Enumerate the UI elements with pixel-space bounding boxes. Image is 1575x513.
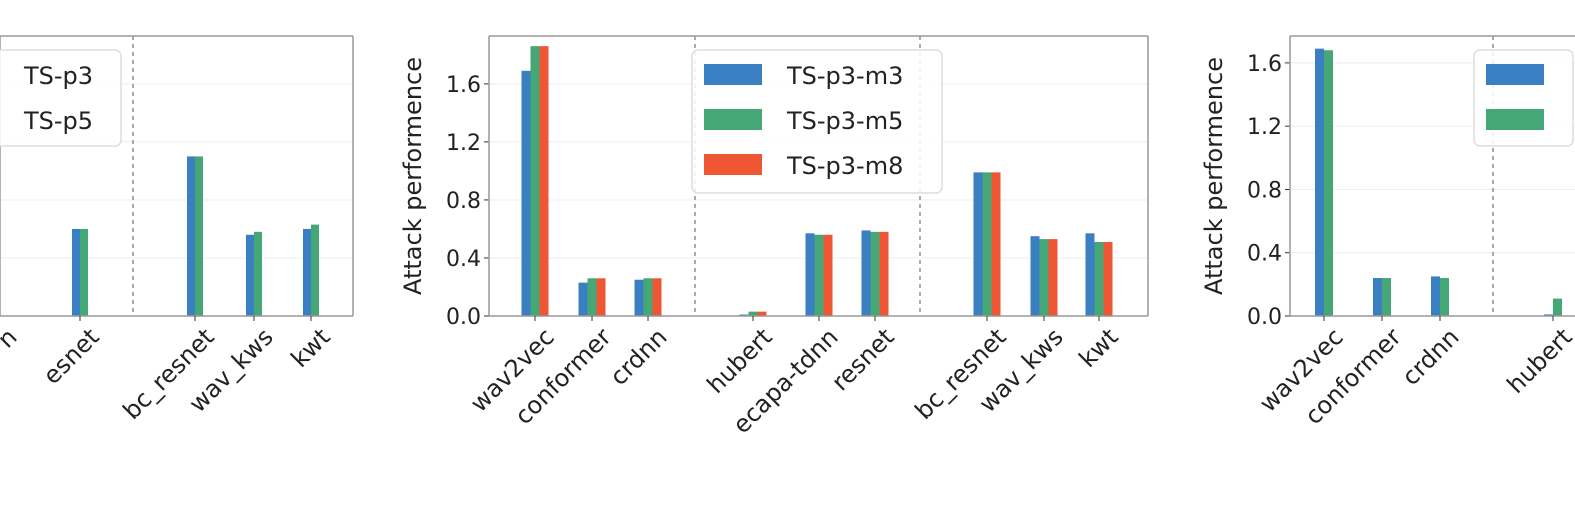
y-tick-label: 0.4 [1247, 242, 1282, 267]
y-tick-label: 1.2 [446, 131, 481, 156]
bar-wav_kws-s1 [1039, 239, 1049, 316]
y-tick-label: 0.4 [446, 247, 481, 272]
bar-crdnn-s0 [634, 279, 644, 316]
bar-ecapa-tdnn-s2 [823, 234, 833, 316]
bar-ecapa-tdnn-s1 [814, 234, 824, 316]
legend-label-0: TS-p3-m3 [786, 62, 903, 90]
y-tick-label: 1.6 [446, 73, 481, 98]
bar-wav2vec-s1 [1324, 50, 1333, 316]
bar-wav_kws-s0 [246, 234, 254, 316]
bar-wav_kws-s0 [1030, 236, 1040, 316]
bar-kwt-s1 [311, 224, 319, 316]
legend-swatch-1 [704, 109, 762, 130]
y-tick-label: 0.0 [1247, 305, 1282, 330]
bar-hubert-s1 [1553, 298, 1562, 316]
bar-resnet-s0 [861, 230, 871, 316]
bar-resnet-s1 [870, 231, 880, 316]
bar-resnet-s2 [879, 231, 889, 316]
bar-wav2vec-s0 [521, 70, 531, 316]
legend-label-0: TS-p3 [23, 62, 93, 90]
y-axis-label: Attack performence [399, 57, 427, 295]
bar-bc_resnet-s1 [195, 156, 203, 316]
y-tick-label: 0.8 [446, 189, 481, 214]
bar-conformer-s1 [587, 278, 597, 316]
legend-swatch-0 [704, 64, 762, 85]
bar-hubert-s2 [757, 311, 767, 316]
bar-bc_resnet-s2 [991, 172, 1001, 316]
bar-resnet-s1 [80, 228, 88, 316]
legend-swatch-0 [1486, 64, 1544, 85]
bar-ecapa-tdnn-s0 [805, 233, 815, 316]
bar-resnet-s0 [72, 228, 80, 316]
x-tick-label: esnet [38, 323, 105, 390]
bar-bc_resnet-s0 [973, 172, 983, 316]
bar-kwt-s2 [1103, 242, 1113, 316]
bar-conformer-s0 [578, 282, 588, 316]
bar-wav_kws-s2 [1048, 239, 1058, 316]
bar-crdnn-s1 [643, 278, 653, 316]
bar-wav2vec-s0 [1315, 48, 1324, 317]
bar-hubert-s0 [1544, 314, 1553, 316]
bar-kwt-s1 [1094, 242, 1104, 316]
legend-label-1: TS-p3-m5 [786, 107, 903, 135]
legend-label-1: TS-p5 [23, 107, 93, 135]
legend-swatch-1 [1486, 109, 1544, 130]
x-tick-label: crdnn [605, 323, 673, 391]
x-tick-label: hubert [1502, 323, 1575, 399]
y-tick-label: 1.2 [1247, 115, 1282, 140]
y-tick-label: 0.0 [446, 305, 481, 330]
bar-conformer-s1 [1382, 278, 1391, 316]
bar-crdnn-s0 [1431, 276, 1440, 316]
bar-bc_resnet-s0 [187, 156, 195, 316]
bar-conformer-s2 [596, 278, 606, 316]
bar-bc_resnet-s1 [982, 172, 992, 316]
bar-hubert-s1 [748, 311, 758, 316]
x-tick-label: kwt [1074, 323, 1124, 373]
bar-wav_kws-s1 [254, 231, 262, 316]
y-tick-label: 0.8 [1247, 178, 1282, 203]
legend-swatch-2 [704, 154, 762, 175]
x-tick-label: kwt [286, 323, 336, 373]
bar-crdnn-s2 [652, 278, 662, 316]
bar-conformer-s0 [1373, 278, 1382, 316]
bar-crdnn-s1 [1440, 278, 1449, 316]
x-tick-label: resnet [826, 323, 900, 397]
x-tick-label: n [0, 323, 23, 354]
y-axis-label: Attack performence [1200, 57, 1228, 295]
bar-kwt-s0 [1085, 233, 1095, 316]
x-tick-label: crdnn [1397, 323, 1465, 391]
y-tick-label: 1.6 [1247, 52, 1282, 77]
bar-wav2vec-s1 [530, 46, 540, 316]
bar-kwt-s0 [303, 228, 311, 316]
legend-label-2: TS-p3-m8 [786, 152, 903, 180]
legend-box [0, 49, 122, 147]
bar-wav2vec-s2 [539, 46, 549, 316]
